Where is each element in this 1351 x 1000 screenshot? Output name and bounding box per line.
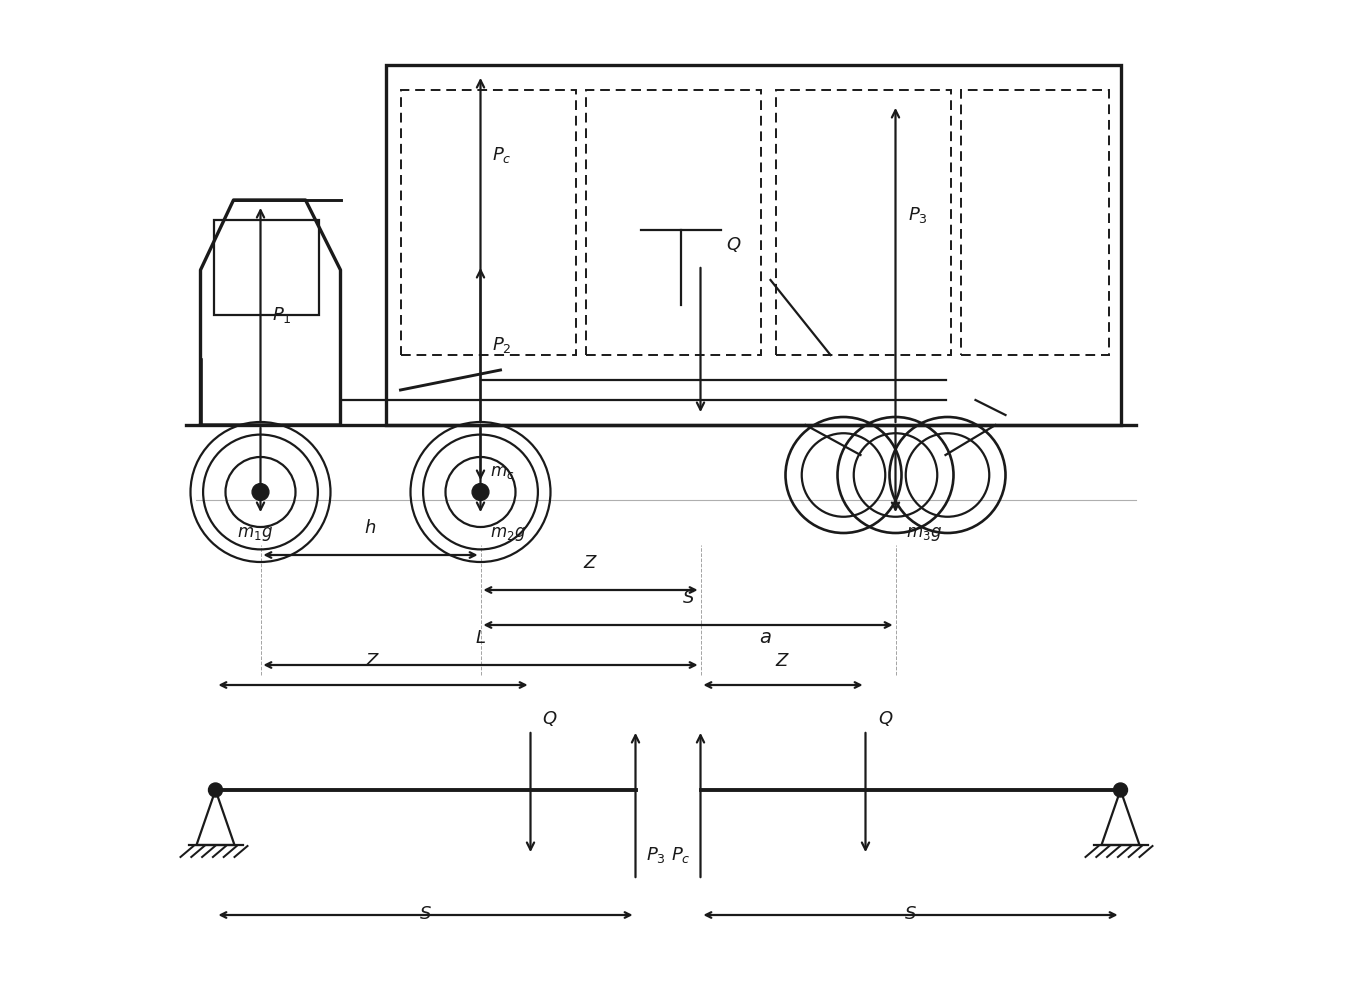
Circle shape <box>253 484 269 500</box>
Text: $m_2g$: $m_2g$ <box>490 525 527 543</box>
Bar <box>400 90 576 355</box>
Text: $Q$: $Q$ <box>878 708 893 728</box>
Text: $P_c$: $P_c$ <box>671 845 690 865</box>
Text: $Z$: $Z$ <box>584 554 598 572</box>
Circle shape <box>1113 783 1128 797</box>
Text: $m_1g$: $m_1g$ <box>238 525 273 543</box>
Text: $Q$: $Q$ <box>725 235 740 254</box>
Text: $P_c$: $P_c$ <box>493 145 512 165</box>
Text: $Q$: $Q$ <box>543 708 558 728</box>
Text: $L$: $L$ <box>476 629 486 647</box>
Text: $P_3$: $P_3$ <box>908 205 927 225</box>
Bar <box>385 65 1120 425</box>
Bar <box>775 90 951 355</box>
Text: $P_1$: $P_1$ <box>273 305 292 325</box>
Circle shape <box>471 484 489 500</box>
Text: $P_3$: $P_3$ <box>646 845 665 865</box>
Text: $S$: $S$ <box>904 905 917 923</box>
Text: $m_c$: $m_c$ <box>490 463 515 481</box>
Text: $S$: $S$ <box>419 905 432 923</box>
Bar <box>961 90 1109 355</box>
Text: $m_3g$: $m_3g$ <box>905 525 942 543</box>
Text: $Z$: $Z$ <box>366 652 381 670</box>
Text: $S$: $S$ <box>681 589 694 607</box>
Circle shape <box>208 783 223 797</box>
Text: $P_2$: $P_2$ <box>493 335 512 355</box>
Text: $a$: $a$ <box>759 628 771 647</box>
Bar <box>213 220 319 315</box>
Text: $h$: $h$ <box>365 519 377 537</box>
Text: $Z$: $Z$ <box>775 652 790 670</box>
Bar <box>585 90 761 355</box>
